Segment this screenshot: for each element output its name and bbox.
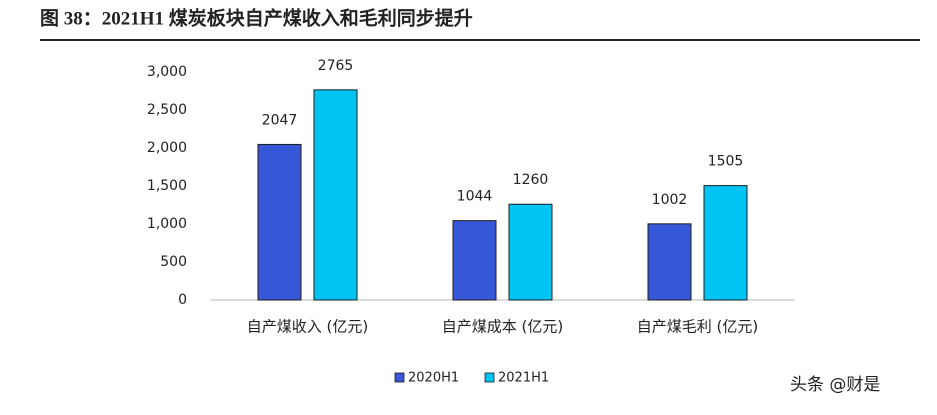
y-tick-label: 1,000 [147, 216, 187, 232]
data-label: 1260 [513, 172, 549, 188]
legend-label: 2020H1 [408, 371, 459, 386]
bar [313, 89, 358, 301]
y-tick-label: 500 [160, 254, 187, 270]
bar [508, 203, 553, 301]
x-tick-label: 自产煤成本 (亿元) [442, 318, 563, 336]
chart-title: 图 38：2021H1 煤炭板块自产煤收入和毛利同步提升 [40, 6, 473, 29]
y-tick-label: 3,000 [147, 64, 187, 80]
watermark: 头条 @财是 [790, 375, 880, 395]
y-tick-label: 2,500 [147, 102, 187, 118]
data-label: 1044 [457, 189, 493, 205]
legend-swatch [394, 372, 405, 383]
data-label: 1002 [652, 192, 688, 208]
y-tick-label: 0 [178, 292, 187, 308]
data-label: 1505 [708, 154, 744, 170]
y-tick-label: 1,500 [147, 178, 187, 194]
legend-label: 2021H1 [498, 371, 549, 386]
data-label: 2765 [318, 58, 354, 74]
legend-swatch [484, 372, 495, 383]
data-label: 2047 [262, 112, 298, 128]
bar [647, 223, 692, 301]
bar [703, 185, 748, 301]
x-tick-label: 自产煤收入 (亿元) [247, 318, 368, 336]
bar [452, 220, 497, 301]
bar [257, 143, 302, 301]
y-tick-label: 2,000 [147, 140, 187, 156]
x-tick-label: 自产煤毛利 (亿元) [637, 318, 758, 336]
